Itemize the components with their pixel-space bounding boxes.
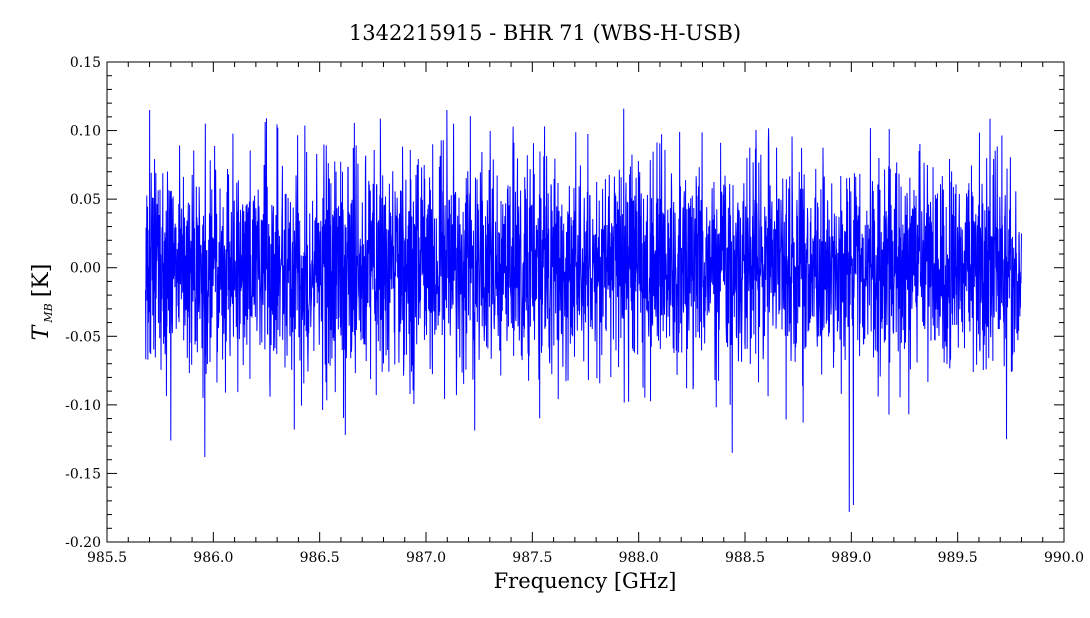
- y-tick-label: 0.10: [70, 124, 101, 140]
- plot-area: [144, 108, 1022, 512]
- axis-ticks: [106, 61, 1065, 543]
- x-tick-label: 989.0: [831, 550, 871, 566]
- y-tick-label: -0.20: [65, 535, 101, 551]
- x-tick-label: 988.5: [725, 550, 765, 566]
- x-tick-label: 990.0: [1044, 550, 1084, 566]
- plot-frame: [106, 61, 1065, 543]
- x-tick-labels: 985.5 986.0 986.5 987.0 987.5 988.0 988.5 989.0…: [87, 550, 1084, 566]
- x-tick-label: 986.0: [193, 550, 233, 566]
- y-axis-unit: [K]: [29, 264, 54, 298]
- chart-title: 1342215915 - BHR 71 (WBS-H-USB): [349, 21, 741, 45]
- x-axis-label: Frequency [GHz]: [494, 569, 677, 593]
- x-tick-label: 987.0: [406, 550, 446, 566]
- y-tick-label: -0.15: [65, 466, 101, 482]
- x-tick-label: 989.5: [938, 550, 978, 566]
- y-tick-label: 0.05: [70, 192, 101, 208]
- x-tick-label: 986.5: [300, 550, 340, 566]
- y-tick-labels: -0.20 -0.15 -0.10 -0.05 0.00 0.05 0.10 0.15: [65, 55, 101, 551]
- y-tick-label: 0.00: [70, 261, 101, 277]
- x-tick-label: 985.5: [87, 550, 127, 566]
- y-axis-symbol: T: [29, 323, 54, 340]
- spectrum-series-line: [144, 108, 1022, 512]
- y-tick-label: 0.15: [70, 55, 101, 71]
- y-tick-label: -0.10: [65, 398, 101, 414]
- y-axis-subscript: MB: [42, 303, 55, 323]
- x-tick-label: 987.5: [512, 550, 552, 566]
- y-axis-label: TMB [K]: [29, 264, 55, 341]
- x-tick-label: 988.0: [619, 550, 659, 566]
- y-tick-label: -0.05: [65, 329, 101, 345]
